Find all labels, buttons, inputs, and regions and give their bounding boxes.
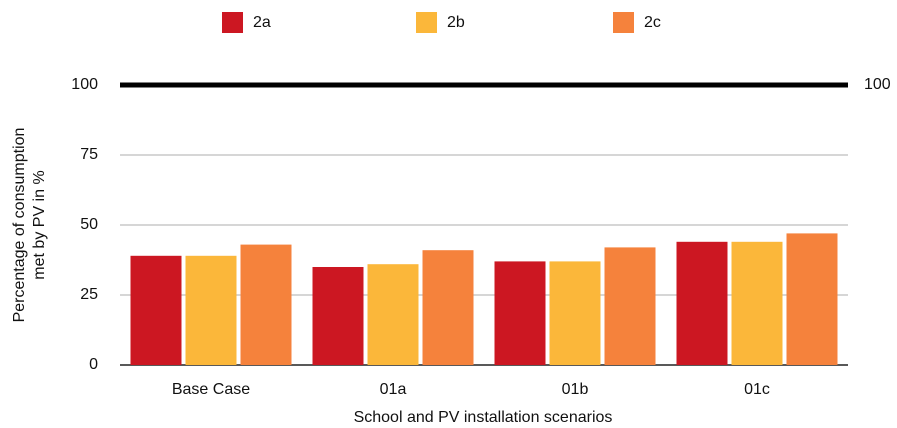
y-tick-label: 25 (80, 286, 98, 303)
y-tick-label: 50 (80, 216, 98, 233)
legend-label: 2c (644, 14, 661, 31)
bar (422, 250, 474, 365)
bar (549, 261, 601, 365)
y-axis-label-line: Percentage of consumption (11, 128, 28, 323)
bar (240, 244, 292, 365)
y-axis-label-line: met by PV in % (31, 170, 48, 279)
x-tick-label: Base Case (172, 381, 250, 398)
bar (367, 264, 419, 365)
x-tick-label: 01b (562, 381, 589, 398)
legend-swatch (613, 12, 634, 33)
bar (130, 255, 182, 365)
legend-swatch (222, 12, 243, 33)
y2-tick-label: 100 (864, 76, 891, 93)
bar (731, 241, 783, 365)
bar (312, 267, 364, 365)
x-axis-label: School and PV installation scenarios (354, 409, 613, 426)
y-tick-label: 75 (80, 146, 98, 163)
bar (604, 247, 656, 365)
y-tick-label: 100 (71, 76, 98, 93)
legend-label: 2a (253, 14, 271, 31)
bar (494, 261, 546, 365)
bar (786, 233, 838, 365)
bar (185, 255, 237, 365)
y-tick-label: 0 (89, 356, 98, 373)
legend-swatch (416, 12, 437, 33)
x-tick-label: 01c (744, 381, 770, 398)
legend-label: 2b (447, 14, 465, 31)
bar (676, 241, 728, 365)
x-tick-label: 01a (380, 381, 407, 398)
y-axis-label: Percentage of consumption met by PV in % (11, 128, 48, 323)
